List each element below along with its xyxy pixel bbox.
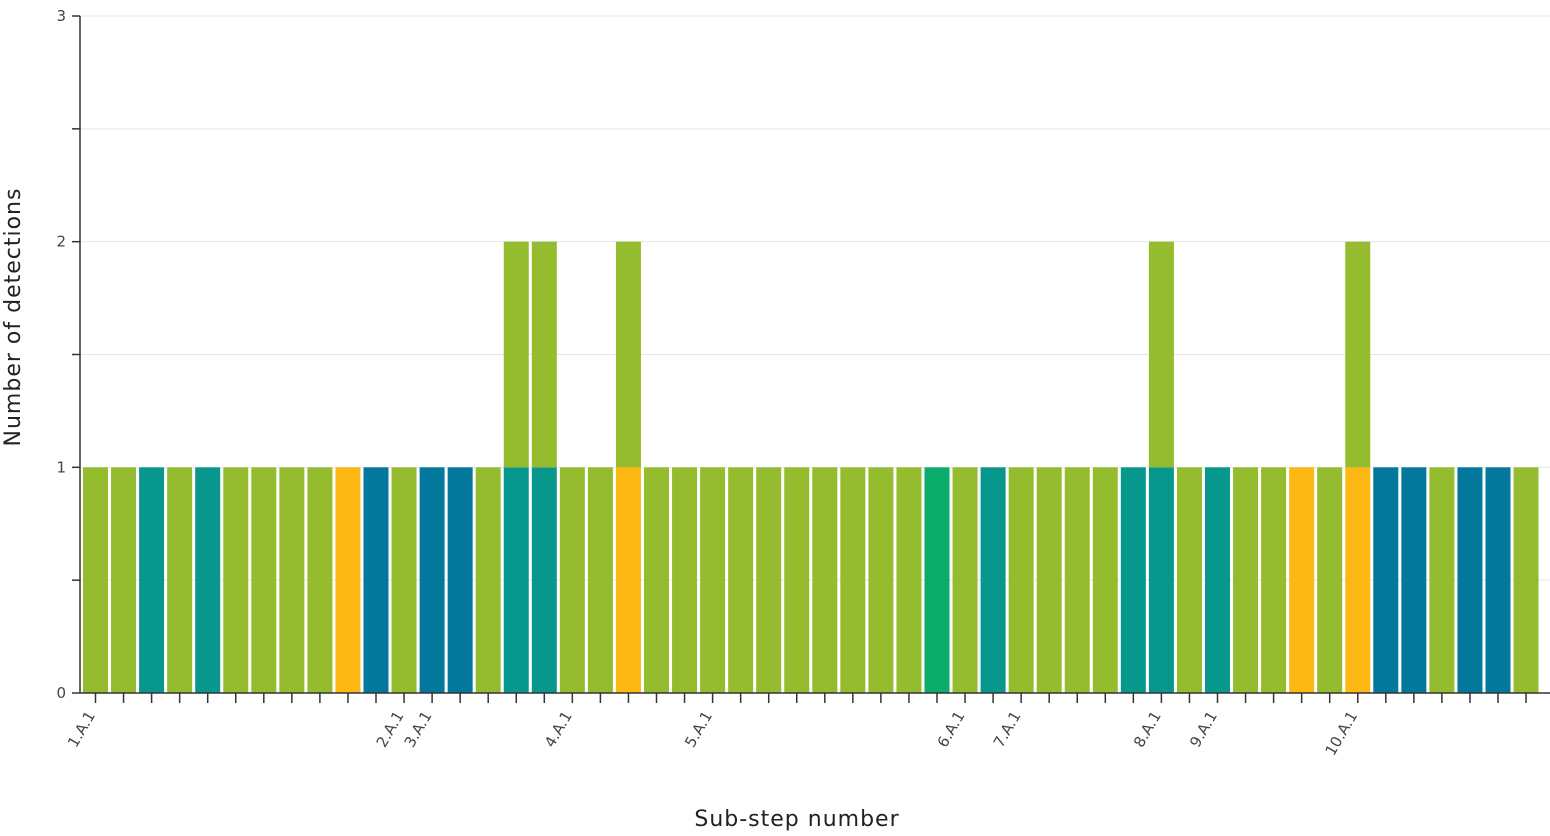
bar-segment [1092,467,1118,693]
bar-segment [1289,467,1315,693]
bar-segment [251,467,277,693]
bar-segment [756,467,782,693]
bar-segment [784,467,810,693]
bar-segment [1401,467,1427,693]
bar-segment [868,467,894,693]
y-axis: 0 1 2 3 [56,7,81,702]
bar-segment [307,467,333,693]
bar-segment [615,241,641,468]
bar-segment [1148,467,1174,693]
bar-segment [1008,467,1034,693]
x-axis-title: Sub-step number [694,807,899,832]
x-axis: 1.A.1 2.A.13.A.1 4.A.1 5.A.1 6.A.1 7.A.1 8.A.1… [64,692,1550,759]
bar-segment [195,467,221,693]
y-tick-label: 0 [56,684,66,702]
bar-segment [1345,467,1371,693]
bar-segment [1233,467,1259,693]
bar-segment [83,467,108,693]
bar-segment [503,241,529,468]
bar-segment [447,467,473,693]
bar-segment [1261,467,1287,693]
bar-segment [1148,241,1174,468]
x-tick-label: 1.A.1 [64,708,99,750]
x-tick-label: 6.A.1 [934,708,969,750]
x-tick-label: 2.A.1 [373,708,408,750]
bar-segment [615,467,641,693]
bar-segment [139,467,165,693]
bar-segment [363,467,389,693]
bar-segment [700,467,726,693]
bar-segment [111,467,137,693]
bar-segment [335,467,361,693]
x-tick-label: 8.A.1 [1130,708,1165,750]
y-tick-label: 1 [56,458,66,476]
x-tick-label: 4.A.1 [541,708,576,750]
bar-segment [1064,467,1090,693]
bar-segment [559,467,585,693]
x-tick-label: 3.A.1 [401,708,436,750]
bar-segment [644,467,669,693]
bar-segment [531,241,557,468]
bar-segment [896,467,922,693]
bar-segment [840,467,866,693]
bar-segment [279,467,305,693]
y-tick-label: 3 [56,7,66,25]
y-tick-label: 2 [56,233,66,251]
bar-segment [419,467,445,693]
bar-segment [503,467,529,693]
x-tick-label: 9.A.1 [1186,708,1221,750]
bar-segment [1457,467,1483,693]
bar-segment [1513,467,1539,693]
bar-segment [812,467,838,693]
bar-segment [1317,467,1343,693]
bar-segment [924,467,950,693]
x-tick-label: 10.A.1 [1322,708,1362,759]
bars-group [83,241,1539,693]
x-tick-label: 7.A.1 [990,708,1025,750]
bar-segment [952,467,978,693]
bar-segment [980,467,1006,693]
bar-segment [587,467,613,693]
bar-segment [1205,467,1230,693]
bar-segment [672,467,698,693]
x-tick-label: 5.A.1 [681,708,716,750]
bar-segment [1429,467,1455,693]
bar-segment [1345,241,1371,468]
bar-segment [223,467,249,693]
bar-segment [391,467,417,693]
bar-segment [1036,467,1062,693]
y-axis-title: Number of detections [1,188,26,447]
bar-segment [531,467,557,693]
bar-segment [728,467,754,693]
bar-segment [167,467,193,693]
bar-segment [1176,467,1202,693]
bar-segment [475,467,501,693]
bar-segment [1373,467,1399,693]
bar-segment [1485,467,1511,693]
bar-segment [1120,467,1146,693]
